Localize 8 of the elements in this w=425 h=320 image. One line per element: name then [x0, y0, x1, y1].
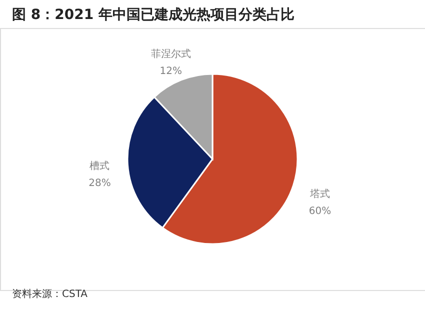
chart-title: 图 8：2021 年中国已建成光热项目分类占比 — [12, 7, 294, 23]
data-label: 28% — [88, 178, 111, 190]
data-label: 60% — [308, 206, 332, 217]
slice-label: 槽式 — [90, 160, 110, 172]
data-label: 12% — [160, 66, 182, 77]
slice-label: 塔式 — [308, 188, 330, 200]
text: 资料来源：CSTA — [12, 288, 88, 300]
slice-label: 菲涅尔式 — [150, 48, 191, 60]
